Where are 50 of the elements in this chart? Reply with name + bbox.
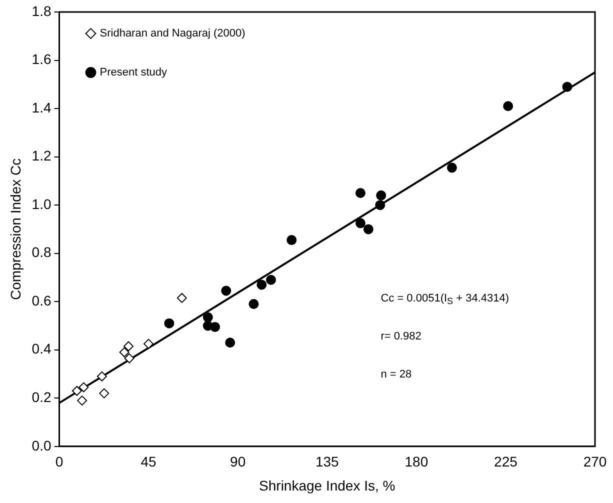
legend-label: Present study	[100, 66, 168, 79]
x-tick-label: 180	[404, 454, 428, 470]
y-tick-label: 0.8	[32, 244, 52, 260]
point	[124, 353, 134, 364]
point	[256, 280, 267, 290]
x-axis-title: Shrinkage Index Is, %	[259, 477, 396, 494]
y-tick-label: 1.0	[32, 196, 52, 212]
legend-label: Sridharan and Nagaraj (2000)	[100, 28, 246, 40]
point	[78, 382, 89, 392]
annotation: r= 0.982	[380, 330, 422, 343]
point	[266, 274, 276, 285]
x-tick-label: 135	[315, 454, 340, 470]
point	[355, 218, 366, 228]
point	[562, 82, 572, 92]
point	[210, 322, 220, 332]
point	[96, 371, 107, 382]
point	[446, 162, 457, 173]
x-tick-label: 90	[230, 454, 246, 470]
point	[99, 388, 110, 398]
y-tick-label: 1.2	[32, 148, 52, 164]
y-tick-label: 1.6	[32, 51, 52, 68]
y-tick-label: 1.8	[32, 2, 52, 19]
annotation: n = 28	[380, 368, 412, 380]
y-tick-label: 0.6	[32, 292, 52, 308]
point	[202, 312, 213, 322]
y-tick-label: 0.0	[32, 437, 52, 454]
point	[376, 190, 386, 200]
x-tick-label: 45	[140, 454, 157, 470]
x-tick-label: 270	[583, 454, 607, 470]
point	[119, 347, 130, 358]
point	[248, 299, 259, 310]
point	[221, 286, 232, 296]
point	[225, 338, 236, 348]
point	[503, 101, 514, 112]
point	[124, 341, 134, 352]
point	[176, 292, 187, 303]
point	[72, 386, 82, 396]
y-axis-title: Compression Index Cc	[7, 158, 24, 300]
point	[286, 235, 297, 246]
point	[144, 338, 154, 349]
x-tick-label: 0	[55, 454, 64, 470]
x-tick-label: 225	[494, 454, 518, 470]
point	[77, 396, 88, 406]
point	[355, 188, 366, 198]
y-tick-label: 0.2	[32, 388, 52, 405]
point	[363, 224, 374, 234]
y-tick-label: 0.4	[32, 340, 52, 357]
point	[164, 318, 174, 328]
point	[375, 200, 386, 210]
y-tick-label: 1.4	[32, 99, 52, 116]
